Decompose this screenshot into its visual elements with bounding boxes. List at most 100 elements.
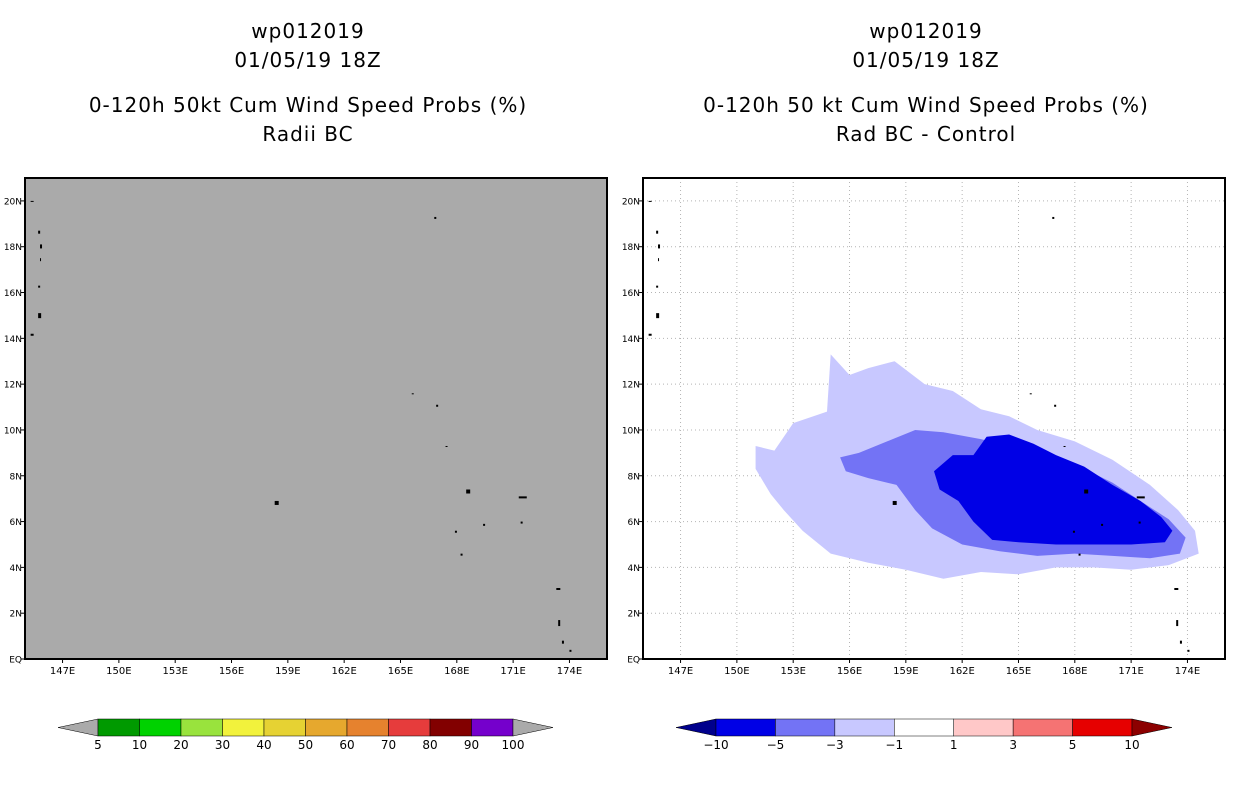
island-marker (483, 523, 486, 526)
colorbar-swatch (180, 718, 223, 737)
island-marker (556, 587, 561, 590)
island-marker (658, 244, 661, 249)
y-tick-label: 8N (10, 472, 22, 482)
y-tick-label: 16N (4, 289, 22, 299)
colorbar-swatch (346, 718, 389, 737)
x-tick-label: 162E (949, 666, 974, 677)
contour-region (934, 434, 1173, 545)
island-marker (460, 553, 463, 556)
right-chart-title: 0-120h 50 kt Cum Wind Speed Probs (%) (703, 93, 1149, 117)
colorbar-2: −10 −5 −3 −1 1 3 5 10 (675, 718, 1173, 752)
island-marker (520, 521, 523, 524)
island-marker (274, 500, 279, 505)
x-tick-label: 168E (1062, 666, 1087, 677)
y-tick-label: 8N (628, 472, 640, 482)
island-marker (1187, 649, 1190, 652)
colorbar-swatch (139, 718, 182, 737)
colorbar-swatch (1012, 718, 1073, 737)
colorbar-label: 80 (422, 738, 437, 752)
island-marker (1054, 404, 1057, 407)
x-tick-label: 171E (1118, 666, 1143, 677)
island-marker (466, 489, 471, 494)
colorbar-swatch (305, 718, 348, 737)
y-tick-label: 18N (4, 243, 22, 253)
colorbar-label: 50 (298, 738, 313, 752)
colorbar-label: −3 (826, 738, 844, 752)
island-marker (558, 620, 561, 627)
colorbar-swatch (775, 718, 836, 737)
colorbar-swatch (97, 718, 140, 737)
y-tick-label: 2N (10, 610, 22, 620)
colorbar-swatch (953, 718, 1014, 737)
island-marker (892, 500, 897, 505)
x-tick-label: 174E (1175, 666, 1200, 677)
y-tick-label: 2N (628, 610, 640, 620)
island-marker (1179, 640, 1182, 644)
colorbar-label: −5 (767, 738, 785, 752)
x-tick-label: 174E (557, 666, 582, 677)
island-marker (1052, 216, 1055, 219)
plot-frame (642, 177, 1226, 660)
colorbar-high-arrow (512, 718, 554, 737)
colorbar-label: 20 (173, 738, 188, 752)
island-marker (1174, 587, 1179, 590)
island-marker (38, 230, 41, 234)
y-tick-label: 4N (628, 564, 640, 574)
y-tick-label: EQ (9, 656, 22, 666)
y-tick-label: 18N (622, 243, 640, 253)
island-marker (518, 496, 527, 499)
x-tick-label: 147E (50, 666, 75, 677)
y-tick-label: 16N (622, 289, 640, 299)
island-marker (411, 393, 414, 395)
island-marker (30, 200, 34, 202)
x-tick-label: 165E (1006, 666, 1031, 677)
left-chart-title: 0-120h 50kt Cum Wind Speed Probs (%) (88, 93, 528, 117)
x-tick-label: 171E (500, 666, 525, 677)
colorbar-label: 30 (215, 738, 230, 752)
island-marker (1138, 521, 1141, 524)
colorbar-1: 5 10 20 30 40 50 60 70 80 90 100 (57, 718, 554, 752)
island-marker (40, 244, 43, 249)
colorbar-swatch (222, 718, 265, 737)
x-tick-label: 150E (106, 666, 131, 677)
island-marker (40, 258, 42, 262)
island-marker (656, 313, 660, 319)
colorbar-label: 5 (1069, 738, 1077, 752)
colorbar-swatch (471, 718, 514, 737)
colorbar-label: 10 (132, 738, 147, 752)
x-tick-label: 147E (668, 666, 693, 677)
island-marker (648, 200, 652, 202)
y-tick-label: 6N (10, 518, 22, 528)
island-marker (656, 285, 659, 288)
island-marker (648, 333, 652, 336)
colorbar-high-arrow (1131, 718, 1173, 737)
island-marker (656, 230, 659, 234)
colorbar-label: −10 (703, 738, 728, 752)
plot-frame (24, 177, 608, 660)
chart-panel-2: 147E 150E 153E 156E 159E 162E 165E 168E 171E 174E… (622, 177, 1226, 752)
x-tick-label: 162E (331, 666, 356, 677)
colorbar-low-arrow (675, 718, 717, 737)
colorbar-label: 40 (256, 738, 271, 752)
x-tick-label: 156E (837, 666, 862, 677)
right-chart-subtitle: Rad BC - Control (835, 122, 1017, 146)
x-tick-label: 165E (388, 666, 413, 677)
left-chart-subtitle: Radii BC (262, 122, 354, 146)
y-tick-label: 6N (628, 518, 640, 528)
island-marker (658, 258, 660, 262)
colorbar-swatch (263, 718, 306, 737)
colorbar-swatch (388, 718, 431, 737)
colorbar-swatch (894, 718, 954, 737)
x-tick-label: 156E (219, 666, 244, 677)
colorbar-swatch (429, 718, 472, 737)
colorbar-label: 10 (1124, 738, 1139, 752)
y-tick-label: EQ (627, 656, 640, 666)
island-marker (454, 530, 457, 533)
colorbar-label: 3 (1009, 738, 1017, 752)
y-tick-label: 10N (622, 426, 640, 436)
colorbar-label: −1 (885, 738, 903, 752)
island-marker (434, 216, 437, 219)
colorbar-label: 90 (464, 738, 479, 752)
colorbar-swatch (715, 718, 776, 737)
x-tick-label: 150E (724, 666, 749, 677)
